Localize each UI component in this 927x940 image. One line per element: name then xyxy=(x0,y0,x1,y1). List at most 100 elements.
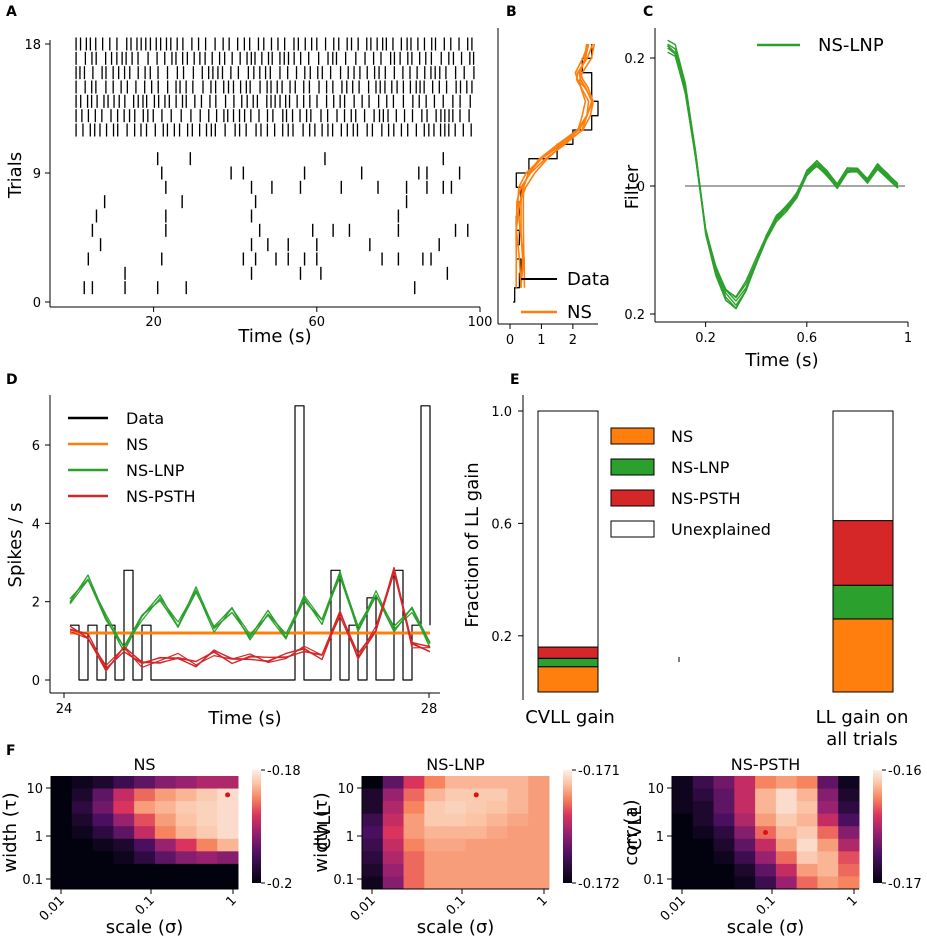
heatmap-cell xyxy=(796,776,818,790)
heatmap-cell xyxy=(403,813,425,827)
heatmap-cell xyxy=(113,813,135,827)
heatmap-cell xyxy=(154,863,177,877)
heatmap-cell xyxy=(528,863,550,877)
heatmap-cell xyxy=(507,838,529,852)
heatmap-cell xyxy=(528,876,550,890)
heatmap-cell xyxy=(465,863,488,877)
heatmap-cell xyxy=(92,863,114,877)
heatmap-cell xyxy=(196,851,218,865)
heatmap-cell xyxy=(51,788,73,802)
heatmap-cell xyxy=(217,801,239,815)
heatmap-cell xyxy=(755,813,777,827)
heatmap-cell xyxy=(755,851,777,865)
heatmap-cell xyxy=(154,776,177,790)
heatmap-ytick-label: 1 xyxy=(656,830,664,845)
heatmap-cell xyxy=(71,813,94,827)
heatmap-cell xyxy=(734,826,756,840)
optimum-marker xyxy=(763,830,768,835)
profile-xtick-label: 2 xyxy=(569,333,577,348)
colorbar-max-label: -0.18 xyxy=(267,764,301,779)
rate-ns-lnp-line xyxy=(69,570,431,648)
heatmap-cell xyxy=(486,813,508,827)
gain-category-label: LL gain on all trials xyxy=(816,707,909,750)
optimum-marker xyxy=(473,792,479,798)
filter-ytick-label: 0 xyxy=(637,180,645,195)
heatmap-cell xyxy=(71,776,94,790)
heatmap-cell xyxy=(528,776,550,790)
heatmap-cell xyxy=(113,851,135,865)
heatmap-cell xyxy=(672,788,694,802)
heatmap-cell xyxy=(796,838,818,852)
heatmap-cell xyxy=(217,813,239,827)
heatmap-cell xyxy=(217,838,239,852)
heatmap-cell xyxy=(445,863,467,877)
heatmap-cell xyxy=(486,838,508,852)
heatmap-cell xyxy=(113,776,135,790)
heatmap-ytick-label: 0.1 xyxy=(22,873,43,888)
legend-label: NS xyxy=(126,435,148,454)
heatmap-cell xyxy=(692,826,715,840)
heatmap-cell xyxy=(92,776,114,790)
heatmap-cell xyxy=(445,851,467,865)
raster-ytick-label: 0 xyxy=(33,296,41,311)
heatmap-cell xyxy=(382,826,405,840)
gain-ytick-label: 1.0 xyxy=(491,405,512,420)
heatmap-cell xyxy=(154,826,177,840)
heatmap-cell xyxy=(838,788,860,802)
colorbar xyxy=(563,770,572,883)
heatmap-cell xyxy=(817,863,839,877)
heatmap-cell xyxy=(507,826,529,840)
heatmap-cell xyxy=(134,788,156,802)
optimum-marker xyxy=(225,792,231,798)
heatmap-ylabel: corr (a) xyxy=(621,799,642,865)
heatmap-cell xyxy=(175,788,197,802)
heatmap-cell xyxy=(196,876,218,890)
heatmap-cell xyxy=(154,851,177,865)
heatmap-cell xyxy=(734,788,756,802)
heatmap-cell xyxy=(672,863,694,877)
heatmap-cell xyxy=(403,801,425,815)
heatmap-cell xyxy=(424,863,446,877)
heatmap-cell xyxy=(734,801,756,815)
gain-bar-segment xyxy=(537,666,599,693)
heatmap-cell xyxy=(713,801,735,815)
heatmap-cell xyxy=(175,826,197,840)
heatmap-xtick-label: 0.01 xyxy=(348,893,379,924)
rate-ns-lnp-line xyxy=(69,576,431,649)
colorbar-min-label: -0.172 xyxy=(578,877,620,892)
heatmap-cell xyxy=(507,801,529,815)
heatmap-cell xyxy=(445,838,467,852)
legend-label: NS xyxy=(671,427,693,446)
heatmap-cell xyxy=(175,851,197,865)
filter-xlabel: Time (s) xyxy=(744,350,818,371)
heatmap-cell xyxy=(713,851,735,865)
heatmap-cell xyxy=(817,851,839,865)
heatmap-cell xyxy=(734,776,756,790)
heatmap-cell xyxy=(92,851,114,865)
heatmap-cell xyxy=(403,851,425,865)
heatmap-cell xyxy=(775,826,798,840)
legend-label: Data xyxy=(126,409,164,428)
gain-bar-segment xyxy=(537,646,599,659)
heatmap-cell xyxy=(486,788,508,802)
heatmap-cell xyxy=(71,801,94,815)
heatmap-cell xyxy=(692,813,715,827)
heatmap-xtick-label: 0.1 xyxy=(444,893,469,918)
heatmap-cell xyxy=(134,851,156,865)
heatmap-title: NS-LNP xyxy=(426,755,485,774)
filter-panel: 0.2 0 0.2 0.2 0.6 1 Time (s) Filter NS-LNP xyxy=(622,28,912,371)
heatmap-ytick-label: 10 xyxy=(647,782,664,797)
profile-ns-line xyxy=(520,43,593,288)
profile-ns-line xyxy=(519,43,594,288)
heatmap-cell xyxy=(403,838,425,852)
heatmap-cell xyxy=(817,838,839,852)
heatmap-cell xyxy=(755,876,777,890)
heatmap-cell xyxy=(755,788,777,802)
heatmap-cell xyxy=(196,801,218,815)
heatmap-cell xyxy=(528,801,550,815)
colorbar xyxy=(252,770,261,883)
heatmap-cell xyxy=(113,826,135,840)
heatmap-cell xyxy=(692,838,715,852)
heatmap-cell xyxy=(71,863,94,877)
